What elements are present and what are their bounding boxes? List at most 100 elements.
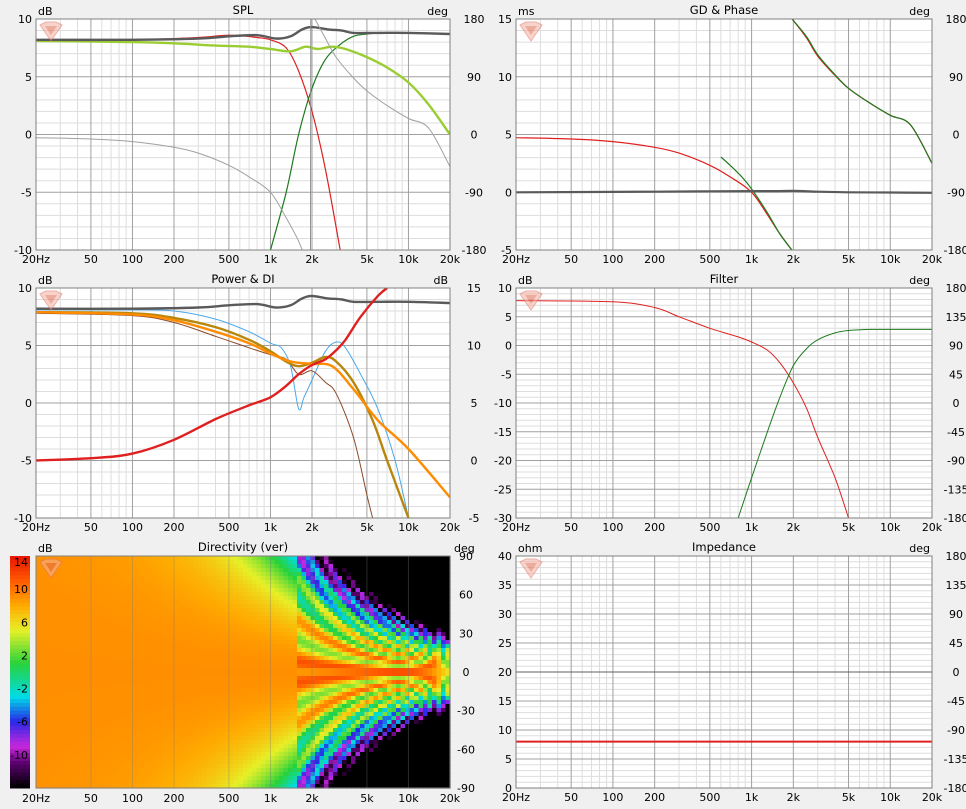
- heatmap-cell: [162, 648, 168, 653]
- heatmap-cell: [85, 712, 91, 717]
- heatmap-cell: [252, 652, 258, 657]
- heatmap-cell: [153, 616, 159, 621]
- heatmap-cell: [180, 700, 186, 705]
- heatmap-cell: [180, 640, 186, 645]
- heatmap-cell: [58, 656, 64, 661]
- heatmap-cell: [220, 688, 226, 693]
- y-tick-label: -5: [501, 244, 512, 257]
- x-tick-label: 2k: [787, 521, 801, 534]
- heatmap-cell: [126, 772, 132, 777]
- heatmap-cell: [211, 604, 217, 609]
- heatmap-cell: [81, 560, 87, 565]
- heatmap-cell: [72, 680, 78, 685]
- y2-tick-label: -180: [462, 244, 487, 257]
- heatmap-cell: [90, 632, 96, 637]
- heatmap-cell: [279, 620, 285, 625]
- heatmap-cell: [319, 628, 325, 633]
- heatmap-cell: [189, 672, 195, 677]
- heatmap-cell: [301, 624, 307, 629]
- heatmap-cell: [252, 600, 258, 605]
- heatmap-cell: [207, 588, 213, 593]
- heatmap-cell: [225, 724, 231, 729]
- heatmap-cell: [94, 600, 100, 605]
- heatmap-cell: [103, 688, 109, 693]
- heatmap-cell: [157, 600, 163, 605]
- heatmap-cell: [292, 764, 298, 769]
- heatmap-cell: [153, 568, 159, 573]
- heatmap-cell: [94, 612, 100, 617]
- heatmap-cell: [292, 592, 298, 597]
- heatmap-cell: [207, 612, 213, 617]
- heatmap-cell: [45, 672, 51, 677]
- heatmap-cell: [292, 632, 298, 637]
- heatmap-cell: [207, 776, 213, 781]
- heatmap-cell: [378, 592, 384, 597]
- heatmap-cell: [216, 600, 222, 605]
- heatmap-cell: [306, 656, 312, 661]
- heatmap-cell: [162, 716, 168, 721]
- heatmap-cell: [207, 764, 213, 769]
- heatmap-cell: [99, 712, 105, 717]
- heatmap-cell: [279, 772, 285, 777]
- heatmap-cell: [306, 588, 312, 593]
- heatmap-cell: [180, 692, 186, 697]
- heatmap-cell: [373, 596, 379, 601]
- heatmap-cell: [265, 560, 271, 565]
- heatmap-cell: [252, 632, 258, 637]
- heatmap-cell: [193, 696, 199, 701]
- heatmap-cell: [364, 568, 370, 573]
- heatmap-cell: [139, 748, 145, 753]
- heatmap-cell: [328, 644, 334, 649]
- heatmap-cell: [324, 660, 330, 665]
- heatmap-cell: [148, 568, 154, 573]
- heatmap-cell: [247, 560, 253, 565]
- heatmap-cell: [256, 748, 262, 753]
- heatmap-cell: [139, 556, 145, 561]
- heatmap-cell: [270, 568, 276, 573]
- heatmap-cell: [144, 652, 150, 657]
- heatmap-cell: [256, 784, 262, 789]
- heatmap-cell: [387, 568, 393, 573]
- heatmap-cell: [45, 620, 51, 625]
- heatmap-cell: [324, 584, 330, 589]
- heatmap-cell: [180, 560, 186, 565]
- heatmap-cell: [76, 628, 82, 633]
- heatmap-cell: [360, 696, 366, 701]
- heatmap-cell: [94, 616, 100, 621]
- heatmap-cell: [72, 776, 78, 781]
- heatmap-cell: [243, 748, 249, 753]
- heatmap-cell: [126, 748, 132, 753]
- x-tick-label: 20k: [922, 791, 943, 804]
- heatmap-cell: [229, 580, 235, 585]
- heatmap-cell: [319, 648, 325, 653]
- heatmap-cell: [382, 648, 388, 653]
- heatmap-cell: [72, 724, 78, 729]
- heatmap-cell: [378, 588, 384, 593]
- heatmap-cell: [225, 608, 231, 613]
- heatmap-cell: [40, 768, 46, 773]
- heatmap-cell: [247, 616, 253, 621]
- heatmap-cell: [337, 716, 343, 721]
- heatmap-cell: [193, 772, 199, 777]
- heatmap-cell: [126, 728, 132, 733]
- heatmap-cell: [207, 688, 213, 693]
- heatmap-cell: [67, 624, 73, 629]
- heatmap-cell: [225, 784, 231, 789]
- heatmap-cell: [207, 572, 213, 577]
- heatmap-cell: [40, 572, 46, 577]
- heatmap-cell: [175, 696, 181, 701]
- heatmap-cell: [171, 612, 177, 617]
- heatmap-cell: [40, 748, 46, 753]
- heatmap-cell: [193, 604, 199, 609]
- heatmap-cell: [324, 648, 330, 653]
- heatmap-cell: [63, 724, 69, 729]
- heatmap-cell: [297, 780, 303, 785]
- heatmap-cell: [238, 784, 244, 789]
- heatmap-cell: [247, 620, 253, 625]
- heatmap-cell: [333, 748, 339, 753]
- heatmap-cell: [108, 640, 114, 645]
- heatmap-cell: [279, 584, 285, 589]
- heatmap-cell: [220, 592, 226, 597]
- heatmap-cell: [234, 668, 240, 673]
- heatmap-cell: [328, 600, 334, 605]
